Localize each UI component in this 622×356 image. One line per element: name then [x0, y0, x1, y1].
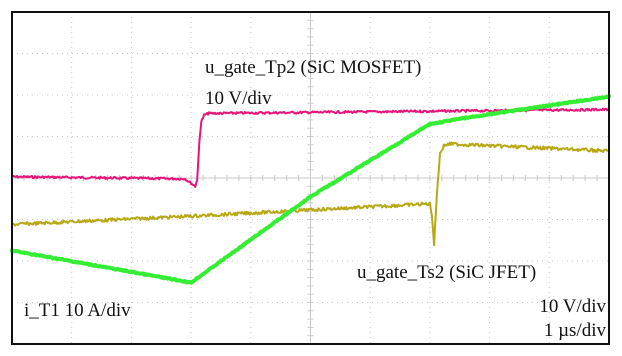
label-it1: i_T1 10 A/div: [24, 300, 131, 321]
trace-u-gate-ts2: [11, 141, 610, 247]
label-time-scale: 1 µs/div: [544, 320, 607, 341]
plot-frame: [11, 11, 610, 345]
label-ts2-scale: 10 V/div: [539, 296, 606, 317]
traces: [10, 94, 611, 285]
label-ts2-name: u_gate_Ts2 (SiC JFET): [357, 262, 536, 283]
label-tp2-name: u_gate_Tp2 (SiC MOSFET): [205, 57, 421, 78]
trace-i-t1: [10, 94, 611, 285]
label-tp2-scale: 10 V/div: [205, 88, 272, 109]
